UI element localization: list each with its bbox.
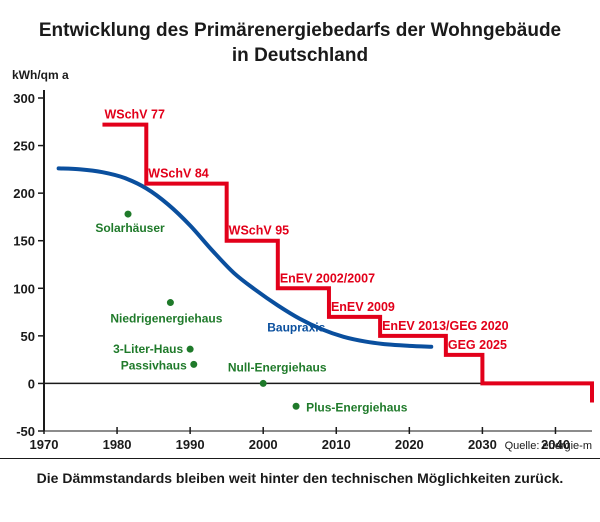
y-tick-label: 150 [13, 234, 35, 249]
baupraxis-label: Baupraxis [267, 320, 325, 334]
y-tick-label: 0 [28, 376, 35, 391]
chart-title-line-1: Entwicklung des Primärenergiebedarfs der… [38, 20, 562, 41]
data-point [186, 345, 194, 353]
y-tick-label: 300 [13, 91, 35, 106]
x-tick-label: 2010 [322, 437, 351, 452]
footer-divider [0, 458, 600, 459]
data-point [124, 210, 132, 218]
y-tick-label: 200 [13, 186, 35, 201]
chart-title: Entwicklung des Primärenergiebedarfs der… [0, 18, 600, 68]
standard-label: WSchV 77 [104, 108, 164, 122]
standard-label: EnEV 2009 [331, 300, 395, 314]
x-tick-label: 2020 [395, 437, 424, 452]
standard-label: WSchV 84 [148, 167, 208, 181]
y-tick-label: 100 [13, 281, 35, 296]
data-point [292, 402, 300, 410]
data-point [259, 379, 267, 387]
baupraxis-line [56, 166, 434, 349]
y-tick-label: 250 [13, 139, 35, 154]
x-tick-label: 1970 [30, 437, 59, 452]
standard-label: EnEV 2002/2007 [280, 271, 375, 285]
data-point-label: Niedrigenergiehaus [110, 312, 222, 326]
footer-caption: Die Dämmstandards bleiben weit hinter de… [36, 470, 564, 486]
y-axis-unit-label: kWh/qm a [12, 68, 69, 82]
data-point-label: Solarhäuser [95, 221, 165, 235]
data-point [166, 299, 174, 307]
y-tick-label: 50 [21, 329, 35, 344]
data-point-label: Null-Energiehaus [228, 360, 327, 374]
data-point-label: Plus-Energiehaus [306, 400, 408, 414]
data-point-label: 3-Liter-Haus [113, 342, 183, 356]
x-tick-label: 2040 [541, 437, 570, 452]
y-tick-label: -50 [16, 424, 35, 439]
chart-title-line-2: in Deutschland [231, 45, 369, 66]
x-tick-label: 1990 [176, 437, 205, 452]
x-tick-label: 2030 [468, 437, 497, 452]
source-note: Quelle: energie-m [504, 440, 592, 452]
x-tick-label: 2000 [249, 437, 278, 452]
standard-label: WSchV 95 [229, 224, 289, 238]
standards-step-line [102, 122, 594, 403]
standard-label: GEG 2025 [448, 338, 507, 352]
standard-label: EnEV 2013/GEG 2020 [382, 319, 509, 333]
data-point [190, 360, 198, 368]
x-tick-label: 1980 [103, 437, 132, 452]
data-point-label: Passivhaus [121, 358, 187, 372]
